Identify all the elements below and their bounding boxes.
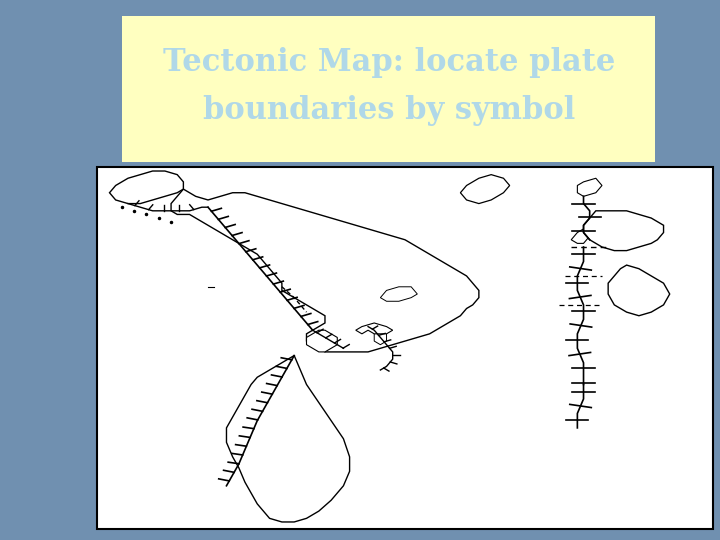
Polygon shape	[356, 323, 392, 334]
Bar	[122, 16, 655, 162]
Polygon shape	[307, 330, 337, 352]
Polygon shape	[227, 355, 350, 522]
Text: boundaries by symbol: boundaries by symbol	[202, 95, 575, 126]
Text: Tectonic Map: locate plate: Tectonic Map: locate plate	[163, 46, 615, 78]
Bar	[97, 167, 713, 529]
Polygon shape	[171, 189, 479, 352]
Polygon shape	[571, 229, 590, 244]
Polygon shape	[577, 178, 602, 197]
Polygon shape	[380, 287, 418, 301]
Polygon shape	[374, 330, 387, 345]
Polygon shape	[583, 211, 664, 251]
Polygon shape	[608, 265, 670, 316]
Polygon shape	[460, 174, 510, 204]
Polygon shape	[109, 171, 184, 204]
